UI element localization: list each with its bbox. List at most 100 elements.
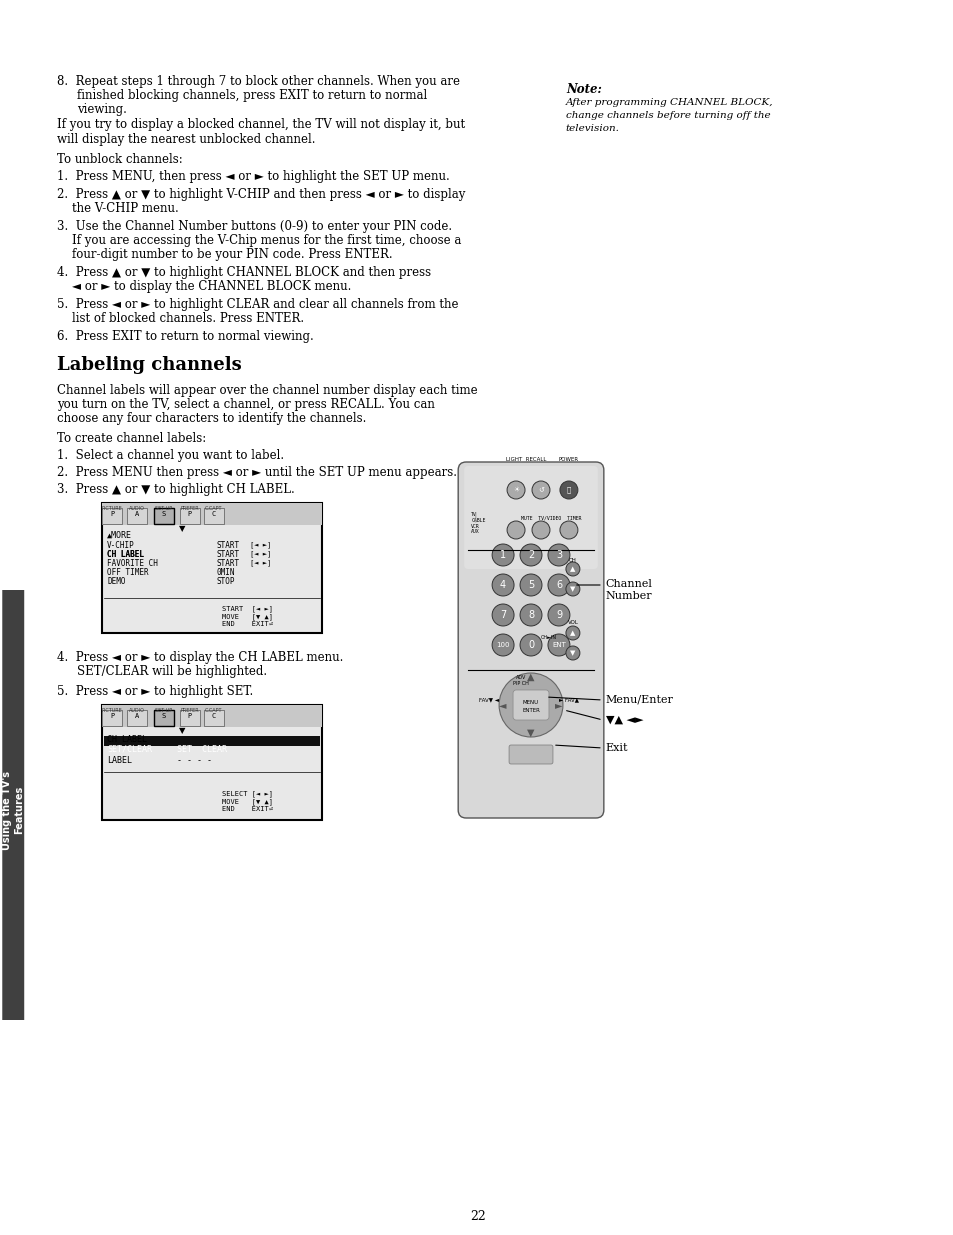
Circle shape (547, 543, 569, 566)
Circle shape (559, 521, 578, 538)
FancyBboxPatch shape (513, 690, 548, 720)
Text: P: P (110, 511, 114, 517)
Text: 3.  Press ▲ or ▼ to highlight CH LABEL.: 3. Press ▲ or ▼ to highlight CH LABEL. (57, 483, 294, 496)
Text: PREFER: PREFER (180, 505, 199, 510)
Text: 1.  Select a channel you want to label.: 1. Select a channel you want to label. (57, 450, 284, 462)
Text: choose any four characters to identify the channels.: choose any four characters to identify t… (57, 412, 366, 425)
Text: four-digit number to be your PIN code. Press ENTER.: four-digit number to be your PIN code. P… (57, 248, 393, 261)
Text: the V-CHIP menu.: the V-CHIP menu. (57, 203, 179, 215)
Text: LIGHT  RECALL: LIGHT RECALL (505, 457, 546, 462)
Text: ▼: ▼ (178, 525, 185, 534)
Text: P: P (110, 714, 114, 720)
Text: SET UP: SET UP (155, 505, 172, 510)
Text: After programming CHANNEL BLOCK,: After programming CHANNEL BLOCK, (565, 98, 773, 107)
Circle shape (547, 604, 569, 626)
Text: ENTER: ENTER (521, 708, 539, 713)
Bar (102, 503, 321, 634)
Text: Channel
Number: Channel Number (605, 579, 652, 600)
Text: ▼: ▼ (570, 585, 575, 592)
Text: television.: television. (565, 124, 619, 133)
FancyBboxPatch shape (457, 462, 603, 818)
Text: CH LABEL: CH LABEL (107, 735, 147, 743)
Circle shape (519, 574, 541, 597)
Text: SET UP: SET UP (155, 708, 172, 713)
Circle shape (519, 634, 541, 656)
Bar (204, 508, 224, 524)
Text: CH LABEL: CH LABEL (107, 550, 144, 559)
Text: 4.  Press ▲ or ▼ to highlight CHANNEL BLOCK and then press: 4. Press ▲ or ▼ to highlight CHANNEL BLO… (57, 266, 431, 279)
Bar (102, 710, 122, 726)
Circle shape (492, 634, 514, 656)
Text: S: S (162, 714, 166, 720)
Text: ADV
PIP CH: ADV PIP CH (513, 676, 528, 685)
Text: START  [◄ ►]: START [◄ ►] (221, 605, 273, 611)
Circle shape (492, 574, 514, 597)
Bar (127, 508, 147, 524)
Circle shape (492, 543, 514, 566)
Bar (102, 503, 321, 525)
Text: MENU: MENU (522, 700, 538, 705)
Text: C: C (212, 511, 215, 517)
Bar (153, 508, 173, 524)
Text: AUDIO: AUDIO (129, 505, 145, 510)
Bar (102, 705, 321, 727)
Text: 5.  Press ◄ or ► to highlight CLEAR and clear all channels from the: 5. Press ◄ or ► to highlight CLEAR and c… (57, 298, 458, 311)
Text: 4.  Press ◄ or ► to display the CH LABEL menu.: 4. Press ◄ or ► to display the CH LABEL … (57, 651, 343, 664)
Text: ▼▲ ◄►: ▼▲ ◄► (605, 715, 642, 725)
Text: CH: CH (568, 558, 577, 563)
Text: PREFER: PREFER (180, 708, 199, 713)
Text: ↺: ↺ (537, 487, 543, 493)
Text: ► FAV▲: ► FAV▲ (558, 698, 578, 703)
Text: To create channel labels:: To create channel labels: (57, 432, 206, 445)
Text: P: P (188, 714, 192, 720)
Text: 2.  Press MENU then press ◄ or ► until the SET UP menu appears.: 2. Press MENU then press ◄ or ► until th… (57, 466, 456, 479)
Text: FAV▼ ◄: FAV▼ ◄ (478, 698, 498, 703)
FancyBboxPatch shape (509, 745, 553, 764)
Text: - - - -: - - - - (176, 756, 212, 764)
Text: LABEL: LABEL (107, 756, 132, 764)
Text: STOP: STOP (216, 577, 235, 585)
Text: V-CHIP: V-CHIP (107, 541, 134, 550)
Bar (180, 710, 199, 726)
Text: ►: ► (555, 700, 562, 710)
Bar (153, 710, 173, 726)
Text: 8.  Repeat steps 1 through 7 to block other channels. When you are: 8. Repeat steps 1 through 7 to block oth… (57, 75, 459, 88)
Circle shape (547, 574, 569, 597)
Text: Labeling channels: Labeling channels (57, 356, 242, 374)
Bar (127, 710, 147, 726)
Text: END    EXIT⏎: END EXIT⏎ (221, 621, 273, 627)
Text: S: S (162, 511, 166, 517)
Text: ▼: ▼ (527, 727, 535, 739)
Text: 22: 22 (470, 1210, 485, 1223)
Circle shape (507, 480, 524, 499)
Circle shape (517, 692, 544, 719)
Text: viewing.: viewing. (77, 103, 127, 116)
Circle shape (532, 521, 549, 538)
Text: ENT: ENT (552, 642, 565, 648)
Text: PICTURE: PICTURE (102, 708, 122, 713)
Text: ▲MORE: ▲MORE (107, 531, 132, 540)
Circle shape (547, 634, 569, 656)
Text: END    EXIT⏎: END EXIT⏎ (221, 806, 273, 811)
Circle shape (532, 480, 549, 499)
Text: START: START (216, 559, 239, 568)
Text: 6.  Press EXIT to return to normal viewing.: 6. Press EXIT to return to normal viewin… (57, 330, 314, 343)
Text: change channels before turning off the: change channels before turning off the (565, 111, 770, 120)
Circle shape (565, 646, 579, 659)
Bar (204, 710, 224, 726)
Text: 9: 9 (556, 610, 561, 620)
Text: ◄ or ► to display the CHANNEL BLOCK menu.: ◄ or ► to display the CHANNEL BLOCK menu… (57, 280, 351, 293)
Text: 4: 4 (499, 580, 506, 590)
Bar (102, 705, 321, 820)
Text: FAVORITE CH: FAVORITE CH (107, 559, 158, 568)
Text: 1.  Press MENU, then press ◄ or ► to highlight the SET UP menu.: 1. Press MENU, then press ◄ or ► to high… (57, 170, 450, 183)
Text: If you try to display a blocked channel, the TV will not display it, but: If you try to display a blocked channel,… (57, 119, 465, 131)
Text: PICTURE: PICTURE (102, 505, 122, 510)
Bar (180, 508, 199, 524)
Text: ▲: ▲ (570, 566, 575, 572)
Text: |: | (473, 513, 476, 522)
Text: Channel labels will appear over the channel number display each time: Channel labels will appear over the chan… (57, 384, 477, 396)
Circle shape (519, 543, 541, 566)
Text: If you are accessing the V-Chip menus for the first time, choose a: If you are accessing the V-Chip menus fo… (57, 233, 461, 247)
Text: SET/CLEAR: SET/CLEAR (107, 745, 152, 755)
